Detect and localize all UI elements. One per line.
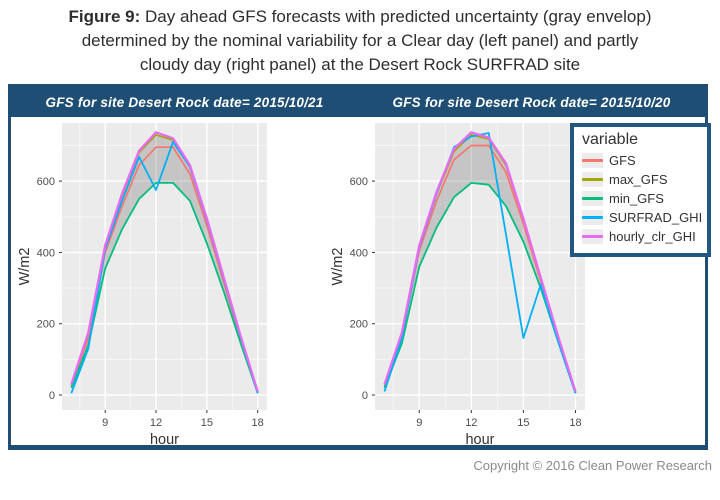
x-tick-label: 12 [150,417,162,429]
y-tick-label: 400 [350,247,368,259]
x-tick-label: 15 [201,417,213,429]
charts-area: 0 200 400 600 9 12 15 18 hour W/m2 0 200 400 600 9 12 15… [11,117,705,448]
chart-panel-right: 0 200 400 600 9 12 15 18 hour W/m2 [330,123,585,448]
plot-background [62,123,267,410]
legend-label: hourly_clr_GHI [609,229,696,244]
legend-label: min_GFS [609,191,664,206]
legend-key-swatch [582,172,603,187]
chart-panel-left: 0 200 400 600 9 12 15 18 hour W/m2 [17,123,267,448]
x-tick-label: 18 [569,417,581,429]
series-line-hourly_clr_GHI [70,131,259,392]
plot-background [375,123,585,410]
caption-text-2: determined by the nominal variability fo… [81,31,639,50]
legend-label: GFS [609,153,636,168]
y-tick-label: 400 [37,247,55,259]
legend-item-hourly_clr_GHI: hourly_clr_GHI [582,227,701,246]
legend-items: GFS max_GFS min_GFS SURFRAD_GHI hourly_clr_G… [582,151,703,246]
legend-item-SURFRAD_GHI: SURFRAD_GHI [582,208,703,227]
figure-number: Figure 9: [68,7,141,26]
legend-label: SURFRAD_GHI [609,210,703,225]
x-tick-label: 18 [252,417,264,429]
caption-text-3: cloudy day (right panel) at the Desert R… [139,55,581,74]
y-tick-label: 200 [37,319,55,331]
y-tick-label: 600 [37,176,55,188]
x-tick-label: 9 [416,417,422,429]
legend-key-swatch [582,191,603,206]
y-tick-label: 0 [362,390,368,402]
panel-title-right: GFS for site Desert Rock date= 2015/10/2… [392,94,671,110]
x-axis-title: hour [150,432,179,448]
caption-line-1: Figure 9: Day ahead GFS forecasts with p… [0,5,720,29]
y-axis-title: W/m2 [17,248,33,286]
legend-key-swatch [582,229,603,244]
y-axis-title: W/m2 [330,248,346,286]
caption-text-1: Day ahead GFS forecasts with predicted u… [145,7,652,26]
x-tick-label: 15 [517,417,529,429]
legend-item-max_GFS: max_GFS [582,170,701,189]
panel-title-left: GFS for site Desert Rock date= 2015/10/2… [45,94,324,110]
legend-title: variable [582,131,639,148]
figure-box: GFS for site Desert Rock date= 2015/10/2… [8,84,711,450]
legend-key-swatch [582,210,603,225]
x-axis-title: hour [465,432,494,448]
copyright-text: Copyright © 2016 Clean Power Research [473,458,712,473]
figure-header: GFS for site Desert Rock date= 2015/10/2… [11,87,705,117]
series-line-min_GFS [70,182,259,394]
legend-item-GFS: GFS [582,151,701,170]
x-tick-label: 9 [102,417,108,429]
legend-label: max_GFS [609,172,668,187]
series-line-hourly_clr_GHI [383,131,577,392]
forecast-charts: 0 200 400 600 9 12 15 18 hour W/m2 0 200 400 600 9 12 15… [17,123,585,448]
x-tick-label: 12 [465,417,477,429]
legend-item-min_GFS: min_GFS [582,189,701,208]
y-tick-label: 0 [49,390,55,402]
y-tick-label: 600 [350,176,368,188]
y-tick-label: 200 [350,319,368,331]
figure-caption: Figure 9: Day ahead GFS forecasts with p… [0,5,720,77]
legend-key-swatch [582,153,603,168]
